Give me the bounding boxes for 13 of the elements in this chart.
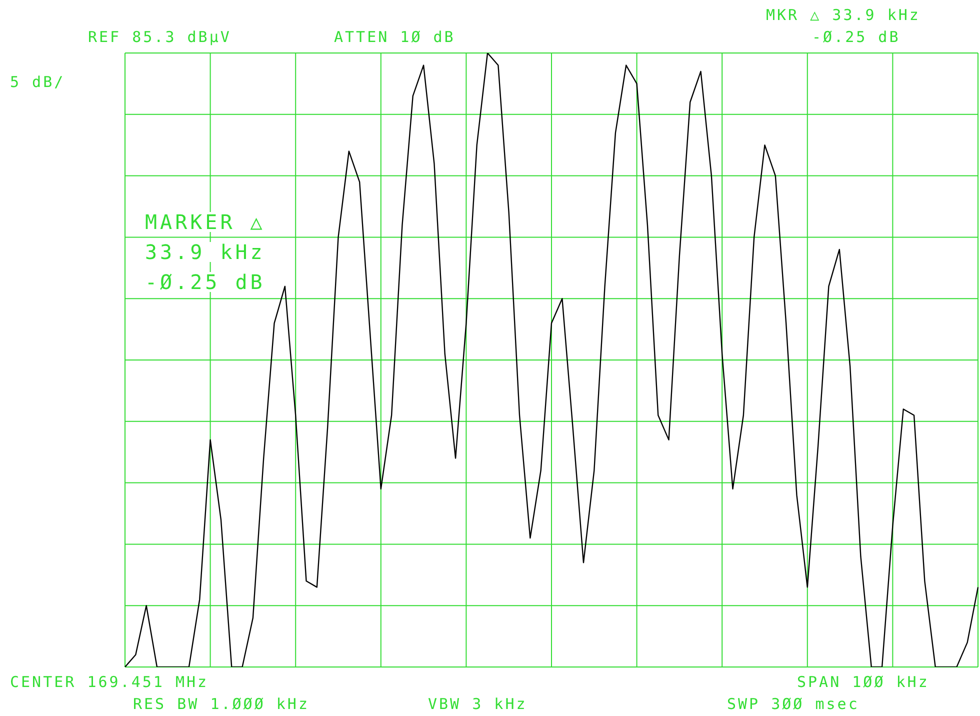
text: SPAN 1ØØ kHz	[797, 673, 930, 691]
text: ATTEN 1Ø dB	[334, 28, 456, 46]
annotation: -Ø.25 dB	[145, 270, 266, 294]
annotation: 33.9 kHz	[145, 240, 266, 264]
text: CENTER 169.451 MHz	[10, 673, 209, 691]
annotation: MARKER △	[145, 210, 266, 234]
text: RES BW 1.ØØØ kHz	[133, 695, 310, 713]
text: REF 85.3 dBµV	[88, 28, 232, 46]
text: VBW 3 kHz	[428, 695, 528, 713]
text: 5 dB/	[10, 73, 66, 91]
text: -Ø.25 dB	[812, 28, 900, 46]
text: MKR △ 33.9 kHz	[766, 6, 920, 24]
text: SWP 3ØØ msec	[727, 695, 860, 713]
